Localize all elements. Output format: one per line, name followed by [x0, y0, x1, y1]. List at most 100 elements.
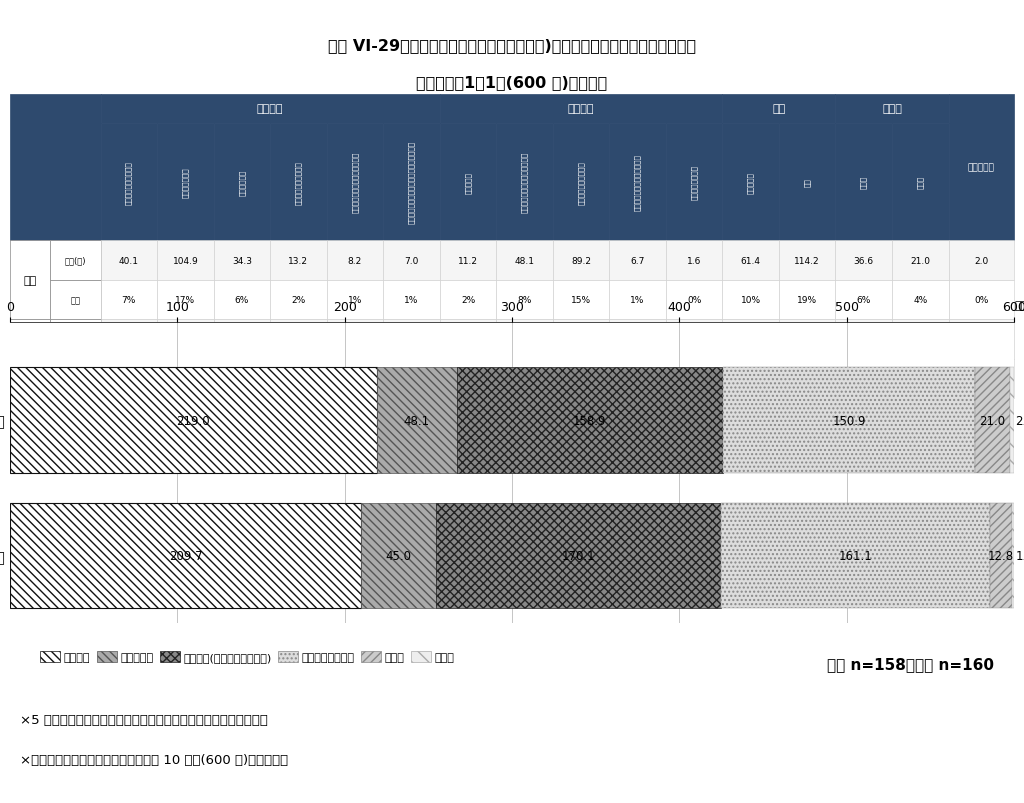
- Text: 150.9: 150.9: [833, 414, 865, 427]
- Text: 15%: 15%: [571, 296, 591, 304]
- Bar: [1012, 503, 1014, 608]
- Text: 1.6: 1.6: [687, 256, 701, 265]
- Bar: [609, 359, 666, 399]
- Bar: [10, 503, 361, 608]
- Text: 休憩: 休憩: [772, 104, 785, 114]
- Text: 2%: 2%: [913, 374, 928, 384]
- Text: 4.2: 4.2: [687, 335, 701, 344]
- Bar: [948, 95, 1014, 241]
- Bar: [439, 359, 497, 399]
- Bar: [553, 320, 609, 359]
- Text: 休憩・待機: 休憩・待機: [748, 172, 754, 194]
- Bar: [722, 320, 779, 359]
- Text: 12.8: 12.8: [910, 335, 930, 344]
- Text: 7.0: 7.0: [348, 335, 362, 344]
- Bar: [975, 368, 1011, 473]
- Text: 13.2: 13.2: [289, 256, 308, 265]
- Text: 1%: 1%: [404, 374, 419, 384]
- Text: 事前: 事前: [24, 275, 37, 286]
- Text: 7%: 7%: [122, 296, 136, 304]
- Bar: [836, 320, 892, 359]
- Bar: [497, 124, 553, 241]
- Bar: [553, 280, 609, 320]
- Bar: [439, 241, 497, 280]
- Text: 行動上の問題への対応: 行動上の問題への対応: [295, 161, 302, 205]
- Text: 6.7: 6.7: [631, 256, 645, 265]
- Bar: [836, 359, 892, 399]
- Bar: [270, 359, 327, 399]
- Bar: [892, 359, 948, 399]
- Text: 0%: 0%: [974, 296, 988, 304]
- Bar: [214, 124, 270, 241]
- Text: 割合: 割合: [71, 374, 81, 384]
- Bar: [609, 280, 666, 320]
- Text: 見守り機器の使用・確: 見守り機器の使用・確: [578, 161, 585, 205]
- Bar: [497, 280, 553, 320]
- Bar: [553, 124, 609, 241]
- Text: 89.2: 89.2: [571, 256, 591, 265]
- Text: 40.1: 40.1: [119, 256, 139, 265]
- Text: 170.1: 170.1: [562, 549, 595, 562]
- Bar: [723, 368, 975, 473]
- Bar: [948, 280, 1014, 320]
- Bar: [327, 124, 383, 241]
- Text: 1%: 1%: [348, 374, 362, 384]
- Bar: [100, 95, 439, 124]
- Bar: [377, 368, 457, 473]
- Text: 209.7: 209.7: [169, 549, 203, 562]
- Bar: [327, 241, 383, 280]
- Text: 他眠: 他眠: [804, 178, 811, 187]
- Bar: [439, 124, 497, 241]
- Bar: [383, 241, 439, 280]
- Bar: [327, 320, 383, 359]
- Text: 記録・文書作成・連絡調整等認: 記録・文書作成・連絡調整等認: [521, 152, 527, 213]
- Text: 158.9: 158.9: [573, 414, 606, 427]
- Text: 2%: 2%: [631, 374, 645, 384]
- Text: 21.0: 21.0: [910, 256, 930, 265]
- Text: 移動・移乗・体位変換: 移動・移乗・体位変換: [126, 161, 132, 205]
- Bar: [722, 124, 779, 241]
- Text: 21.0: 21.0: [980, 414, 1006, 427]
- Text: 114.2: 114.2: [795, 256, 820, 265]
- Bar: [214, 280, 270, 320]
- Bar: [721, 503, 990, 608]
- Text: 6%: 6%: [856, 374, 871, 384]
- Text: 11.2: 11.2: [458, 256, 478, 265]
- Text: 食事・おやつの配蚳・下蚳等: 食事・おやつの配蚳・下蚳等: [634, 154, 641, 211]
- Text: 2%: 2%: [291, 374, 305, 384]
- Bar: [892, 320, 948, 359]
- Bar: [100, 124, 157, 241]
- Text: その他: その他: [882, 104, 902, 114]
- Text: 36.9: 36.9: [854, 335, 873, 344]
- Text: 15%: 15%: [571, 374, 591, 384]
- Bar: [439, 95, 722, 124]
- Bar: [779, 241, 836, 280]
- Text: 事前 n=158、事後 n=160: 事前 n=158、事後 n=160: [826, 656, 993, 671]
- Text: 2%: 2%: [291, 296, 305, 304]
- Bar: [666, 124, 722, 241]
- Text: 未記入: 未記入: [916, 176, 924, 189]
- Bar: [50, 241, 100, 280]
- Bar: [383, 280, 439, 320]
- Bar: [157, 359, 214, 399]
- Bar: [270, 241, 327, 280]
- Bar: [50, 359, 100, 399]
- Bar: [383, 124, 439, 241]
- Bar: [990, 503, 1012, 608]
- Bar: [157, 124, 214, 241]
- Text: 合計（分）: 合計（分）: [968, 163, 994, 173]
- Text: 21%: 21%: [798, 374, 817, 384]
- Bar: [892, 280, 948, 320]
- Text: （分）: （分）: [1015, 301, 1024, 311]
- Text: 時間(分): 時間(分): [65, 256, 86, 265]
- Text: 48.1: 48.1: [514, 256, 535, 265]
- Bar: [436, 503, 721, 608]
- Text: 10%: 10%: [740, 374, 761, 384]
- Bar: [892, 124, 948, 241]
- Bar: [779, 124, 836, 241]
- Text: 6%: 6%: [856, 296, 871, 304]
- Text: 巡回・移動: 巡回・移動: [465, 172, 471, 194]
- Text: 8%: 8%: [517, 296, 531, 304]
- Bar: [157, 320, 214, 359]
- Bar: [439, 280, 497, 320]
